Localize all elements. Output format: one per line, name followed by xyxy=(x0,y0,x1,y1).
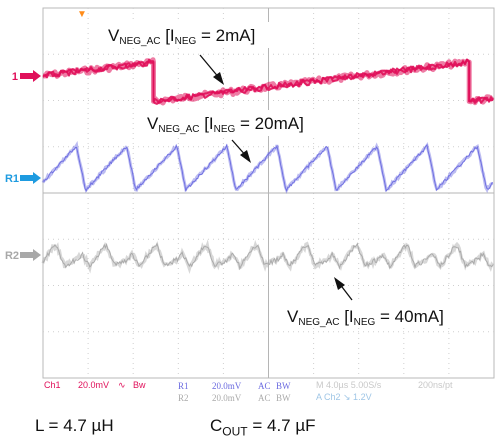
channel-r2-trace xyxy=(41,239,495,275)
traces xyxy=(41,57,495,275)
status-trigger: A Ch2 ↘ 1.2V xyxy=(316,392,372,402)
channel-1-trace xyxy=(42,58,494,104)
status-r1: R1 xyxy=(178,381,189,391)
channel-r2-label: R2 xyxy=(5,250,19,262)
annotation-2-background xyxy=(140,110,326,136)
status-r2-scale: 20.0mV xyxy=(212,393,242,403)
channel-1-label: 1 xyxy=(12,71,18,83)
status-r1-bw: BW xyxy=(276,381,291,391)
inductor-caption: L = 4.7 µH xyxy=(35,416,114,435)
annotation-1-background xyxy=(100,22,276,48)
grid xyxy=(43,8,494,378)
status-ch1-coupling: ∿ xyxy=(118,380,126,390)
annotation-2: VNEG_AC [INEG = 20mA] xyxy=(147,114,304,135)
oscilloscope-screen: ▼ 1 R1 R2 VNEG_AC [INEG = 2mA] VNEG_AC [… xyxy=(5,7,495,403)
annotation-1-arrowhead-icon xyxy=(213,72,224,85)
channel-r1-trace xyxy=(42,143,494,193)
status-r2-bw: BW xyxy=(276,393,291,403)
channel-1-arrow-icon xyxy=(20,70,41,82)
annotation-3-background xyxy=(280,302,470,328)
annotation-3-arrowhead-icon xyxy=(334,277,345,290)
status-sample: 200ns/pt xyxy=(418,380,453,390)
status-timebase: M 4.0µs 5.00S/s xyxy=(316,380,382,390)
annotation-2-arrowhead-icon xyxy=(240,150,251,163)
channel-r1-marker: R1 xyxy=(5,172,41,185)
channel-1-marker: 1 xyxy=(12,70,41,83)
capacitor-caption: COUT = 4.7 µF xyxy=(210,416,316,438)
channel-1-trace xyxy=(42,58,494,105)
annotation-1: VNEG_AC [INEG = 2mA] xyxy=(108,26,255,47)
status-ch1-bw: Bw xyxy=(133,380,146,390)
annotation-3: VNEG_AC [INEG = 40mA] xyxy=(287,307,444,328)
status-ch1-scale: 20.0mV xyxy=(78,380,109,390)
trigger-marker: ▼ xyxy=(77,9,87,20)
channel-r2-marker: R2 xyxy=(5,249,41,262)
capacitor-symbol: C xyxy=(210,416,223,435)
status-r2-coupling: AC xyxy=(258,393,271,403)
channel-r2-arrow-icon xyxy=(20,249,41,261)
channel-r1-arrow-icon xyxy=(20,172,41,184)
channel-r2-trace xyxy=(42,242,494,271)
status-r2: R2 xyxy=(178,393,189,403)
status-ch1: Ch1 xyxy=(44,380,61,390)
capacitor-value: = 4.7 µF xyxy=(247,416,316,435)
status-r1-scale: 20.0mV xyxy=(212,381,242,391)
status-r1-coupling: AC xyxy=(258,381,271,391)
status-bar: Ch1 20.0mV ∿ Bw R1 20.0mV AC BW R2 20.0m… xyxy=(44,380,453,403)
capacitor-subscript: OUT xyxy=(222,424,248,438)
channel-r1-label: R1 xyxy=(5,173,19,185)
